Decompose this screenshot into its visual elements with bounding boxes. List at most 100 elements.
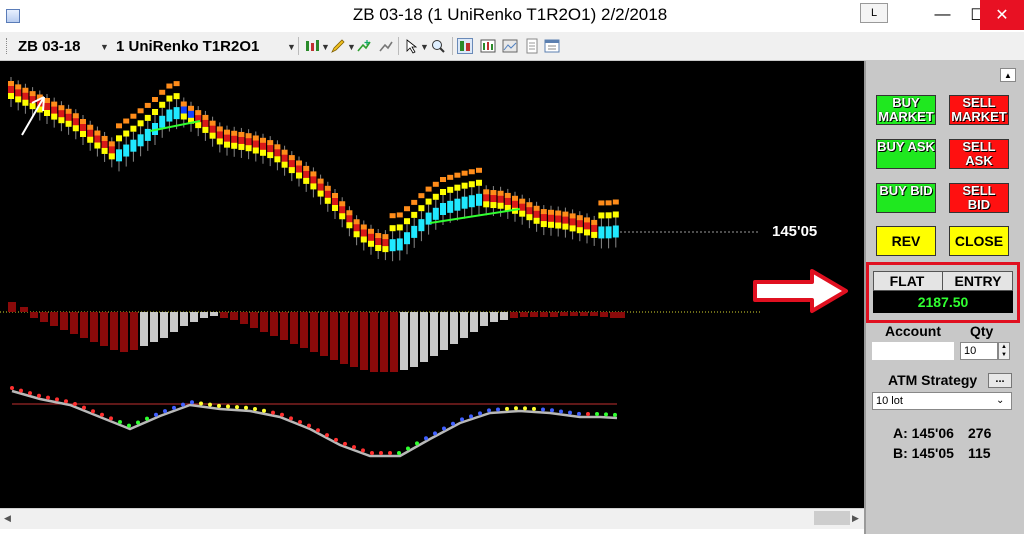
reverse-button[interactable]: REV [876, 226, 936, 256]
chevron-down-icon[interactable]: ▼ [287, 42, 296, 52]
panel-scroll-up-icon[interactable]: ▲ [1000, 68, 1016, 82]
position-status: FLAT [889, 273, 925, 289]
close-button[interactable]: ✕ [980, 0, 1024, 30]
bar-type-selector[interactable]: 1 UniRenko T1R2O1 [116, 38, 260, 55]
ma-orange [281, 149, 288, 155]
chart-panel[interactable]: 145'05 [0, 61, 864, 508]
chevron-down-icon[interactable]: ▼ [420, 42, 429, 52]
candle [526, 206, 533, 219]
ma-green [429, 208, 521, 224]
oscillator-dot [433, 431, 437, 436]
atm-strategy-select[interactable]: 10 lot [872, 392, 1012, 410]
window-icon[interactable] [544, 38, 560, 54]
ma-orange [36, 94, 43, 100]
histogram-bar [250, 312, 258, 328]
chevron-down-icon[interactable]: ⌄ [996, 395, 1005, 406]
bid-price: B: 145'05 [893, 445, 954, 461]
atm-strategy-button[interactable]: ... [988, 373, 1012, 388]
buy-market-button[interactable]: BUY MARKET [876, 95, 936, 125]
oscillator-dot [100, 412, 104, 417]
candle [310, 175, 317, 188]
ma-orange [130, 113, 137, 119]
account-field[interactable] [872, 342, 954, 360]
ma-orange [72, 113, 79, 119]
close-position-button[interactable]: CLOSE [949, 226, 1009, 256]
histogram-bar [140, 312, 148, 346]
chart-trader-icon[interactable] [457, 38, 473, 54]
ma-yellow [202, 126, 209, 133]
candle [72, 117, 79, 130]
bar-style-icon[interactable] [304, 38, 320, 54]
candle [404, 232, 410, 245]
ma-orange [288, 155, 295, 161]
chevron-down-icon[interactable]: ▼ [100, 42, 109, 52]
instrument-selector[interactable]: ZB 03-18 [18, 38, 81, 55]
ma-orange [44, 98, 50, 103]
oscillator-dot [19, 388, 23, 393]
histogram-bar [200, 312, 208, 318]
oscillator-dot [406, 446, 410, 451]
ma-orange [476, 167, 482, 173]
ma-orange [51, 101, 58, 107]
histogram-bar [320, 312, 328, 356]
scroll-right-icon[interactable]: ▶ [852, 513, 859, 523]
ma-yellow [576, 227, 583, 234]
histogram-bar [130, 312, 138, 350]
zoom-icon[interactable] [430, 38, 446, 54]
properties-icon[interactable] [524, 38, 540, 54]
ma-orange [296, 160, 302, 166]
ma-yellow [490, 202, 497, 209]
sell-market-button[interactable]: SELL MARKET [949, 95, 1009, 125]
add-indicator-icon[interactable] [356, 38, 372, 54]
data-series-icon[interactable] [480, 38, 496, 54]
candle [303, 169, 310, 182]
chevron-down-icon[interactable]: ▼ [347, 42, 356, 52]
oscillator-dot [217, 403, 221, 408]
chevron-down-icon[interactable]: ▼ [321, 42, 330, 52]
histogram-bar [410, 312, 418, 367]
candle [425, 212, 432, 225]
candle [440, 203, 446, 215]
ma-orange [267, 140, 274, 146]
link-button[interactable]: L [860, 3, 888, 23]
ma-orange [245, 133, 252, 139]
scroll-left-icon[interactable]: ◀ [4, 513, 11, 523]
histogram-bar [110, 312, 118, 350]
oscillator-dot [460, 417, 464, 422]
histogram-bar [290, 312, 298, 344]
ma-orange [80, 119, 86, 124]
histogram-bar [380, 312, 388, 372]
ma-orange [569, 213, 576, 219]
ma-yellow [58, 117, 65, 124]
ma-orange [116, 123, 122, 129]
candle [533, 209, 540, 222]
candle [454, 198, 461, 211]
horizontal-scrollbar[interactable]: ◀ ▶ [0, 508, 864, 529]
scrollbar-thumb[interactable] [814, 511, 850, 525]
strategy-icon[interactable] [378, 38, 394, 54]
chart-toolbar: ZB 03-18 ▼ 1 UniRenko T1R2O1 ▼ ▼ ▼ ▼ [0, 32, 1024, 61]
title-bar[interactable]: ZB 03-18 (1 UniRenko T1R2O1) 2/2/2018 L … [0, 0, 1024, 33]
ma-orange [101, 135, 108, 141]
pencil-icon[interactable] [330, 38, 346, 54]
ma-yellow [504, 204, 511, 211]
ma-yellow [152, 109, 158, 115]
ma-yellow [65, 120, 72, 127]
sell-ask-button[interactable]: SELL ASK [949, 139, 1009, 169]
sell-bid-button[interactable]: SELL BID [949, 183, 1009, 213]
histogram-bar [450, 312, 458, 344]
price-chart[interactable]: 145'05 [0, 61, 864, 508]
histogram-bar [340, 312, 348, 364]
ma-yellow [396, 224, 403, 231]
image-icon[interactable] [502, 38, 518, 54]
oscillator-dot [145, 416, 149, 421]
buy-ask-button[interactable]: BUY ASK [876, 139, 936, 169]
buy-bid-button[interactable]: BUY BID [876, 183, 936, 213]
candle [44, 102, 50, 114]
minimize-button[interactable]: — [934, 6, 951, 23]
quantity-stepper[interactable]: ▲ ▼ [998, 342, 1010, 360]
cursor-icon[interactable] [404, 38, 420, 54]
oscillator-dot [469, 414, 473, 419]
quantity-field[interactable]: 10 [960, 342, 998, 360]
candle [360, 228, 367, 241]
